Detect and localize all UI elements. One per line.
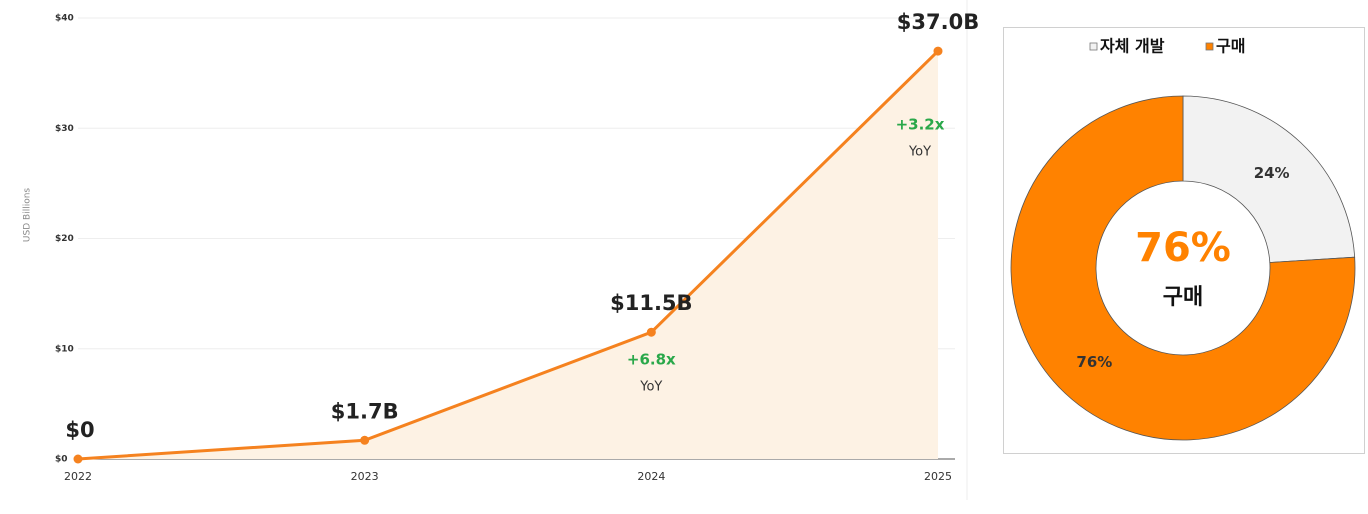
y-axis-label: USD Billions bbox=[23, 188, 33, 242]
value-label: $37.0B bbox=[897, 10, 979, 34]
growth-note: YoY bbox=[908, 145, 931, 160]
x-tick-label: 2025 bbox=[924, 470, 952, 483]
value-label: $11.5B bbox=[610, 291, 692, 315]
point bbox=[360, 435, 370, 445]
x-tick-label: 2022 bbox=[64, 470, 92, 483]
donut-slice bbox=[1010, 95, 1356, 441]
legend-label: 자체 개발 bbox=[1100, 37, 1165, 56]
slice-label: 24% bbox=[1254, 164, 1290, 182]
center-value: 76% bbox=[1135, 225, 1231, 271]
point bbox=[646, 327, 656, 337]
line bbox=[77, 50, 940, 461]
y-tick-label: $30 bbox=[55, 124, 74, 134]
point bbox=[73, 454, 83, 464]
legend-swatch bbox=[1089, 42, 1098, 51]
growth-note: YoY bbox=[639, 380, 662, 395]
growth-label: +3.2x bbox=[896, 116, 945, 134]
y-tick-label: $40 bbox=[55, 14, 74, 24]
donut-slice bbox=[1182, 95, 1356, 263]
x-tick-label: 2024 bbox=[637, 470, 665, 483]
y-tick-label: $20 bbox=[55, 234, 74, 244]
value-label: $1.7B bbox=[331, 399, 399, 423]
area bbox=[78, 51, 938, 459]
y-tick-label: $0 bbox=[55, 455, 68, 465]
value-label: $0 bbox=[65, 418, 94, 442]
growth-label: +6.8x bbox=[627, 351, 676, 369]
point bbox=[933, 46, 943, 56]
x-tick-label: 2023 bbox=[351, 470, 379, 483]
y-tick-label: $10 bbox=[55, 344, 74, 354]
center-label: 구매 bbox=[1163, 285, 1203, 310]
legend-swatch bbox=[1205, 42, 1214, 51]
slice-label: 76% bbox=[1076, 353, 1112, 371]
legend-label: 구매 bbox=[1216, 37, 1245, 56]
